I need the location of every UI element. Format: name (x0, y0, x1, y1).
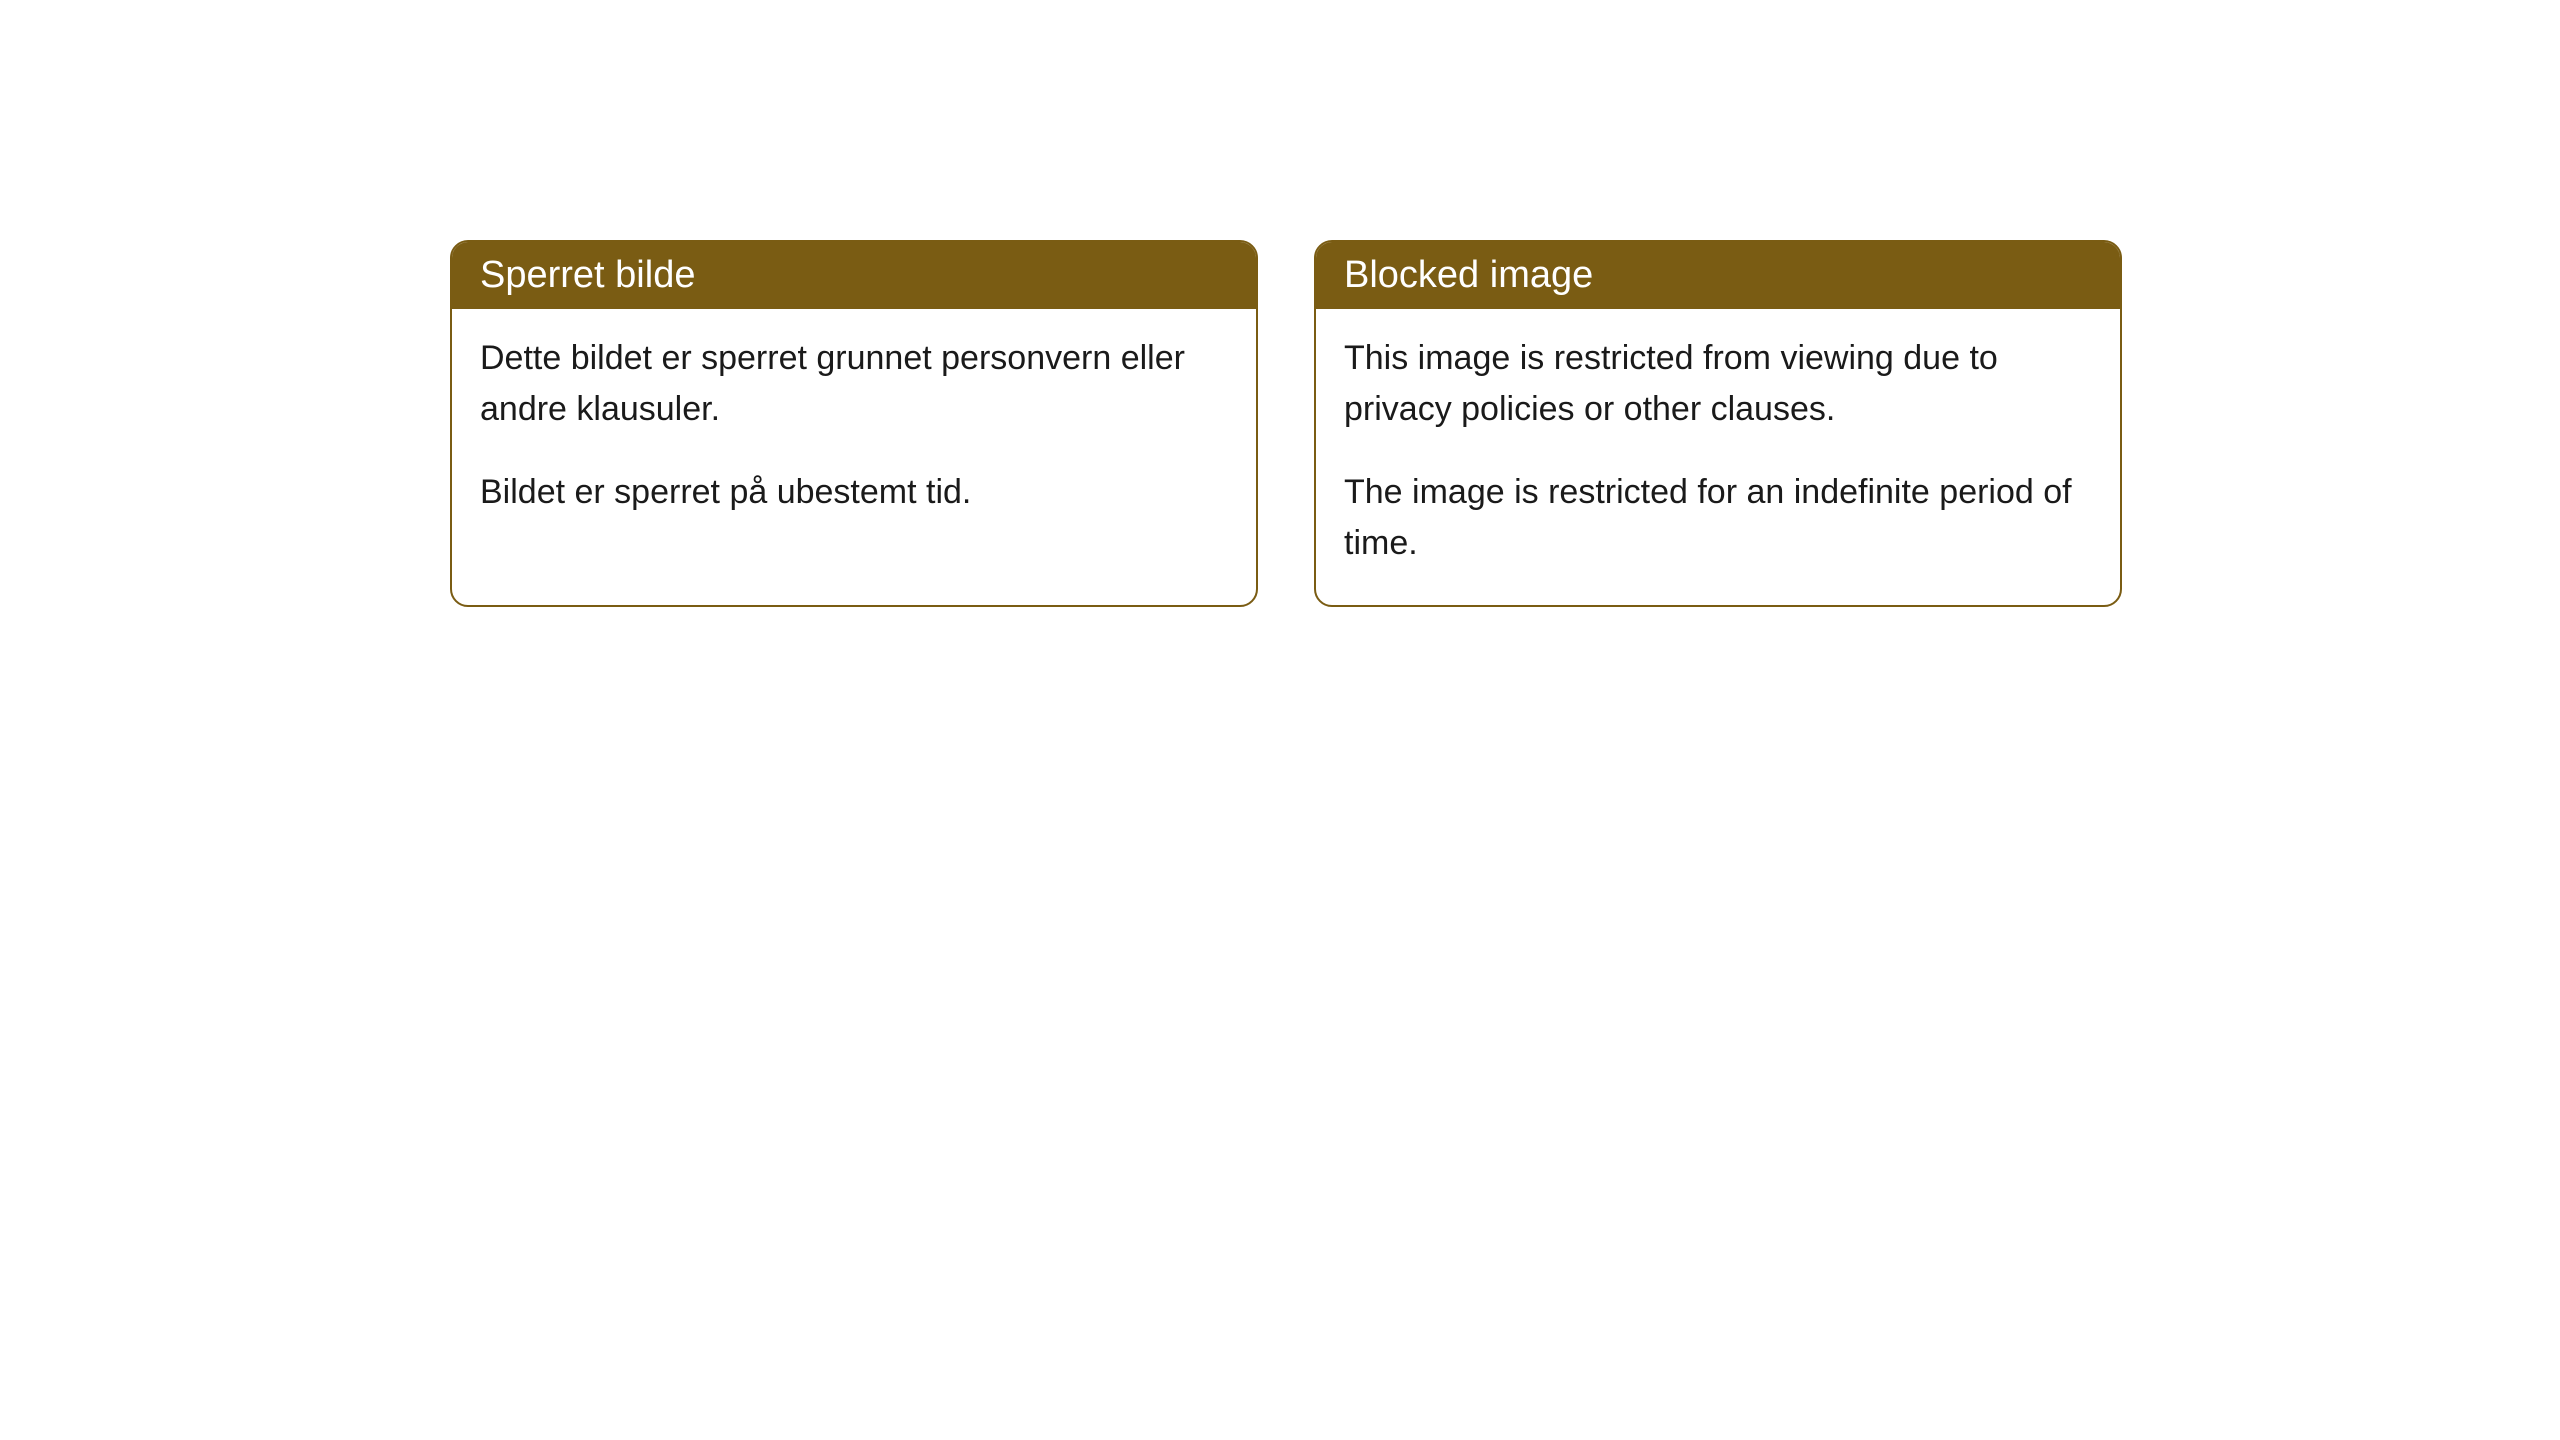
card-header: Sperret bilde (452, 242, 1256, 309)
card-paragraph: Dette bildet er sperret grunnet personve… (480, 333, 1228, 435)
card-paragraph: Bildet er sperret på ubestemt tid. (480, 467, 1228, 518)
card-body: Dette bildet er sperret grunnet personve… (452, 309, 1256, 554)
card-paragraph: The image is restricted for an indefinit… (1344, 467, 2092, 569)
blocked-image-card-english: Blocked image This image is restricted f… (1314, 240, 2122, 607)
blocked-image-card-norwegian: Sperret bilde Dette bildet er sperret gr… (450, 240, 1258, 607)
card-paragraph: This image is restricted from viewing du… (1344, 333, 2092, 435)
card-title: Blocked image (1344, 254, 1593, 296)
card-title: Sperret bilde (480, 254, 695, 296)
card-body: This image is restricted from viewing du… (1316, 309, 2120, 605)
card-header: Blocked image (1316, 242, 2120, 309)
cards-container: Sperret bilde Dette bildet er sperret gr… (450, 240, 2122, 607)
